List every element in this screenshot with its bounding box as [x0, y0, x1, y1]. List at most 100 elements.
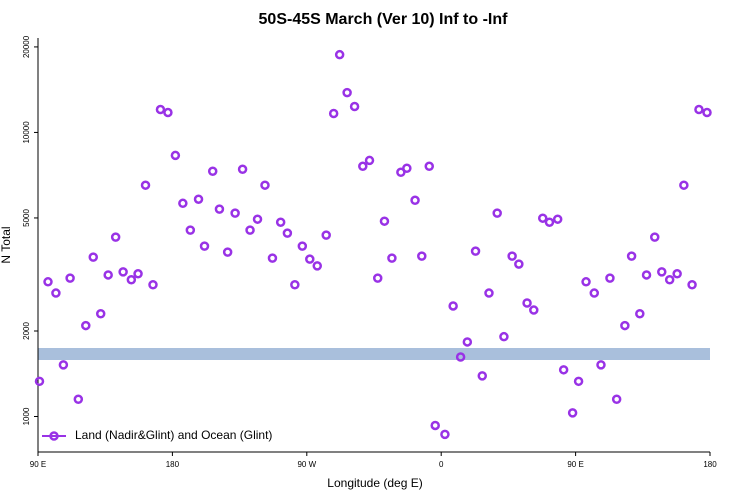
point [477, 371, 488, 381]
point [581, 277, 591, 287]
y-tick-label: 5000 [22, 209, 31, 227]
point [267, 253, 278, 263]
point [88, 252, 99, 262]
point [484, 288, 494, 298]
point [282, 228, 293, 238]
x-tick-label: 90 E [30, 460, 46, 469]
legend-marker [49, 431, 59, 441]
x-tick-label: 90 W [297, 460, 316, 469]
point [379, 216, 390, 226]
legend-label: Land (Nadir&Glint) and Ocean (Glint) [75, 428, 272, 442]
point [193, 194, 204, 204]
point [170, 150, 181, 161]
point [641, 270, 652, 280]
point [529, 305, 539, 315]
point [245, 225, 255, 235]
point [387, 253, 397, 263]
point [118, 267, 128, 277]
y-axis-label: N Total [0, 226, 13, 263]
x-tick-label: 0 [439, 460, 444, 469]
point [657, 267, 667, 277]
point [358, 161, 368, 172]
point [507, 251, 517, 261]
x-tick-label: 180 [166, 460, 180, 469]
y-tick-label: 20000 [22, 35, 31, 58]
y-tick-label: 1000 [22, 407, 31, 425]
point [321, 230, 331, 240]
point [626, 251, 637, 261]
point [544, 217, 555, 227]
point [499, 331, 509, 342]
point [672, 269, 682, 279]
point [65, 273, 75, 283]
point [51, 288, 61, 298]
point [342, 87, 352, 98]
chart-title: 50S-45S March (Ver 10) Inf to -Inf [259, 11, 509, 28]
point [635, 309, 645, 319]
point [110, 232, 121, 242]
point [649, 232, 660, 242]
point [702, 107, 712, 118]
point [440, 429, 450, 440]
point [537, 213, 548, 223]
point [237, 164, 248, 175]
point [133, 269, 143, 279]
point [589, 288, 600, 298]
point [694, 104, 704, 115]
point [573, 376, 584, 387]
x-axis-label: Longitude (deg E) [327, 476, 422, 490]
x-tick-label: 180 [703, 460, 717, 469]
point [178, 198, 188, 209]
point [103, 270, 113, 280]
point [148, 279, 158, 290]
point [252, 214, 263, 224]
x-tick-label: 90 E [567, 460, 583, 469]
point [567, 408, 578, 418]
point [275, 217, 286, 227]
point [605, 273, 615, 283]
point [522, 298, 532, 308]
point [679, 180, 689, 190]
point [230, 208, 240, 218]
point [372, 273, 383, 283]
y-tick-label: 2000 [22, 322, 31, 340]
point [492, 208, 502, 218]
point [410, 195, 420, 206]
point [260, 180, 270, 190]
point [448, 301, 458, 311]
point [81, 320, 91, 331]
point [207, 166, 218, 177]
point [558, 365, 569, 375]
point [611, 394, 622, 405]
point [514, 259, 524, 269]
point [185, 225, 196, 235]
point [620, 320, 630, 331]
point [430, 420, 440, 431]
point [155, 104, 166, 115]
point [664, 274, 675, 285]
point [424, 161, 435, 172]
point [364, 155, 375, 166]
point [552, 214, 563, 224]
point [417, 251, 427, 261]
point [402, 163, 412, 174]
point [687, 279, 697, 290]
point [297, 241, 308, 251]
point [34, 376, 45, 387]
point [470, 246, 481, 256]
point [290, 279, 300, 290]
point [58, 360, 69, 370]
point [334, 49, 345, 60]
point [596, 360, 606, 370]
point [199, 241, 210, 251]
point [73, 394, 84, 405]
point [95, 309, 106, 319]
point [455, 352, 466, 362]
point [328, 108, 339, 119]
point [462, 337, 473, 347]
point [214, 204, 225, 214]
point [43, 277, 53, 287]
point [222, 247, 233, 257]
point [312, 261, 323, 271]
